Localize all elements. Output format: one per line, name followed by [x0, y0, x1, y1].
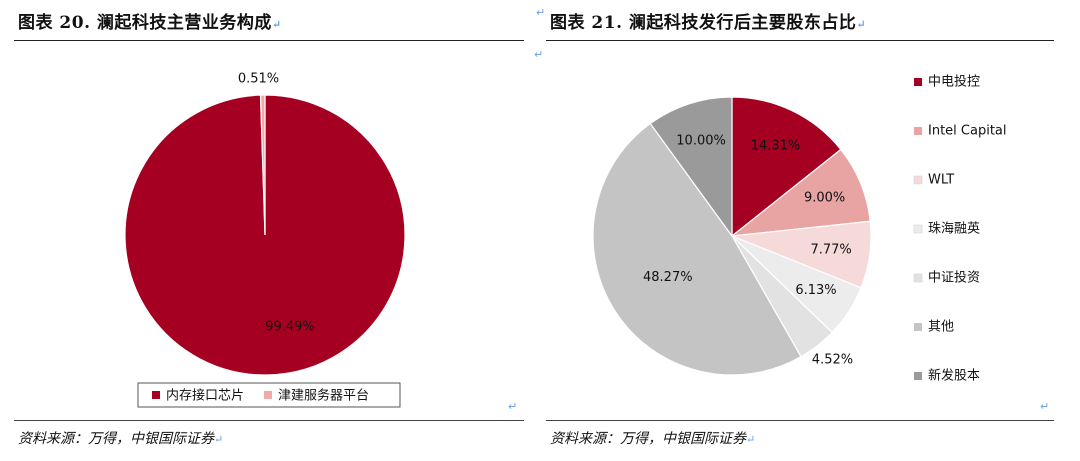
pie-data-label: 14.31% [751, 138, 801, 153]
pie-slice [592, 122, 802, 376]
right-panel: ↵ 图表 21. 澜起科技发行后主要股东占比↵ ↵ 14.31% 9.00% 7.7… [534, 0, 1054, 461]
legend-label: 珠海融英 [928, 222, 980, 237]
legend-label: WLT [928, 173, 954, 188]
left-top-rule [14, 40, 524, 41]
pie-slice [730, 148, 871, 237]
legend-label: 中证投资 [928, 270, 980, 286]
legend-swatch [152, 391, 160, 399]
pie-slice [259, 94, 266, 236]
right-source-note: 资料来源：万得，中银国际证券↵ [550, 428, 755, 448]
legend-swatch [914, 372, 922, 380]
return-mark: ↵ [271, 18, 282, 31]
legend-swatch [913, 273, 923, 283]
left-source-text: 资料来源：万得，中银国际证券 [18, 431, 214, 447]
right-top-rule [546, 40, 1054, 41]
right-source-text: 资料来源：万得，中银国际证券 [550, 431, 746, 447]
legend-swatch [914, 78, 922, 86]
right-chart-title-text: 图表 21. 澜起科技发行后主要股东占比 [550, 13, 857, 33]
left-chart-title: 图表 20. 澜起科技主营业务构成↵ [18, 8, 282, 33]
pie-data-label: 48.27% [643, 270, 693, 285]
right-bottom-rule [546, 420, 1054, 421]
legend-swatch [913, 224, 923, 234]
left-pie-chart: 99.49% 0.51% 内存接口芯片 津建服务器平台 [124, 72, 406, 408]
legend-label: 内存接口芯片 [166, 388, 244, 404]
legend-swatch [913, 175, 923, 185]
legend-label: 中电投控 [928, 74, 980, 90]
left-legend: 内存接口芯片 津建服务器平台 [137, 382, 401, 408]
pie-data-label: 0.51% [238, 72, 279, 87]
return-mark: ↵ [746, 433, 756, 446]
right-pie-chart: 14.31% 9.00% 7.77% 6.13% 4.52% 48.27% 10.00% 中电… [592, 74, 1007, 384]
left-bottom-rule [14, 420, 524, 421]
legend-label: 津建服务器平台 [278, 388, 369, 404]
return-mark: ↵ [536, 6, 546, 19]
pie-slice [731, 96, 842, 238]
legend-label: 新发股本 [928, 368, 980, 384]
left-source-note: 资料来源：万得，中银国际证券↵ [18, 428, 223, 448]
left-chart-title-text: 图表 20. 澜起科技主营业务构成 [18, 13, 272, 33]
right-chart-title: 图表 21. 澜起科技发行后主要股东占比↵ [550, 8, 866, 33]
pie-slice [649, 96, 733, 238]
pie-data-label: 9.00% [804, 191, 845, 206]
legend-label: Intel Capital [928, 124, 1007, 139]
legend-swatch [914, 127, 922, 135]
return-mark: ↵ [508, 400, 518, 413]
pie-data-label: 6.13% [795, 283, 836, 298]
legend-swatch [264, 391, 272, 399]
pie-data-label: 7.77% [810, 242, 851, 257]
legend-label: 其他 [928, 320, 954, 335]
pie-data-label: 99.49% [265, 320, 315, 335]
pie-data-label: 10.00% [676, 133, 726, 148]
left-panel: 图表 20. 澜起科技主营业务构成↵ 99.49% 0.51% 内存接口芯片 津建服务… [14, 0, 524, 461]
return-mark: ↵ [214, 433, 224, 446]
pie-data-label: 4.52% [812, 352, 853, 367]
return-mark: ↵ [1040, 400, 1050, 413]
return-mark: ↵ [856, 18, 867, 31]
legend-swatch [914, 323, 922, 331]
return-mark: ↵ [534, 48, 544, 61]
